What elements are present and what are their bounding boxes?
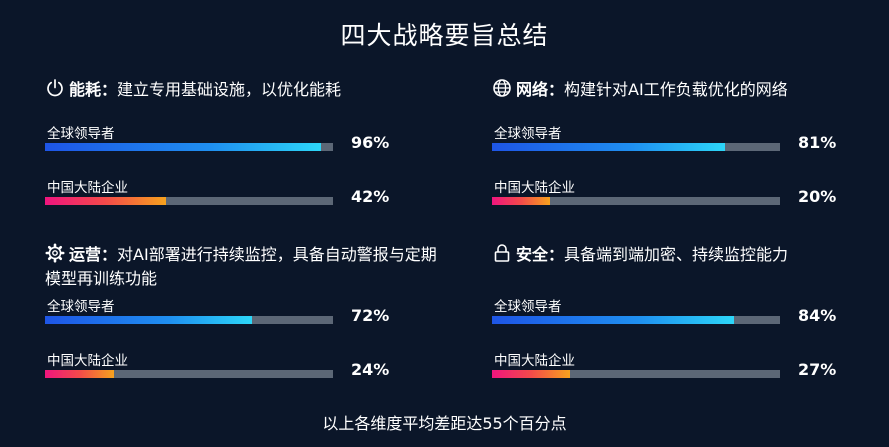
value-label: 81% xyxy=(798,133,837,152)
bar-row-global: 全球领导者 84% xyxy=(492,295,889,335)
panel-heading: 安全：具备端到端加密、持续监控能力 xyxy=(492,243,889,267)
bar-track xyxy=(45,143,333,151)
panel-desc: 建立专用基础设施，以优化能耗 xyxy=(117,80,342,99)
bar-fill xyxy=(492,197,550,205)
bar-row-global: 全球领导者 96% xyxy=(45,122,445,162)
bar-row-china: 中国大陆企业 27% xyxy=(492,349,889,389)
bar-row-global: 全球领导者 81% xyxy=(492,122,889,162)
gear-icon xyxy=(45,243,65,263)
panel-heading: 能耗：建立专用基础设施，以优化能耗 xyxy=(45,78,445,102)
globe-icon xyxy=(492,78,512,98)
value-label: 24% xyxy=(351,360,390,379)
bar-fill xyxy=(45,316,252,324)
bar-row-china: 中国大陆企业 20% xyxy=(492,176,889,216)
panel-energy: 能耗：建立专用基础设施，以优化能耗 全球领导者 96% 中国大陆企业 42% xyxy=(45,78,445,238)
panel-name: 运营 xyxy=(69,245,102,264)
series-label: 全球领导者 xyxy=(494,126,562,142)
bar-track xyxy=(492,370,780,378)
series-label: 全球领导者 xyxy=(494,299,562,315)
series-label: 全球领导者 xyxy=(47,126,115,142)
panel-name: 网络 xyxy=(516,80,549,99)
panel-network: 网络：构建针对AI工作负载优化的网络 全球领导者 81% 中国大陆企业 20% xyxy=(492,78,889,238)
panel-heading: 网络：构建针对AI工作负载优化的网络 xyxy=(492,78,889,102)
value-label: 96% xyxy=(351,133,390,152)
panel-colon: ： xyxy=(101,245,118,264)
panel-name: 安全 xyxy=(516,245,549,264)
bar-fill xyxy=(45,370,114,378)
series-label: 中国大陆企业 xyxy=(47,353,128,369)
bar-fill xyxy=(492,143,725,151)
bar-track xyxy=(492,197,780,205)
panel-name: 能耗 xyxy=(69,80,102,99)
bar-fill xyxy=(45,143,321,151)
bar-track xyxy=(45,316,333,324)
bar-track xyxy=(45,197,333,205)
panel-colon: ： xyxy=(101,80,118,99)
bar-track xyxy=(492,316,780,324)
panel-desc: 对AI部署进行持续监控，具备自动警报与定期模型再训练功能 xyxy=(45,245,437,288)
series-label: 中国大陆企业 xyxy=(47,180,128,196)
lock-icon xyxy=(492,243,512,263)
bar-row-global: 全球领导者 72% xyxy=(45,295,445,335)
chart-title: 四大战略要旨总结 xyxy=(340,21,549,50)
value-label: 42% xyxy=(351,187,390,206)
bar-fill xyxy=(492,316,734,324)
panel-security: 安全：具备端到端加密、持续监控能力 全球领导者 84% 中国大陆企业 27% xyxy=(492,243,889,403)
panel-desc: 具备端到端加密、持续监控能力 xyxy=(564,245,789,264)
panel-colon: ： xyxy=(548,80,565,99)
value-label: 72% xyxy=(351,306,390,325)
value-label: 84% xyxy=(798,306,837,325)
bar-row-china: 中国大陆企业 42% xyxy=(45,176,445,216)
series-label: 中国大陆企业 xyxy=(494,353,575,369)
panel-heading: 运营：对AI部署进行持续监控，具备自动警报与定期模型再训练功能 xyxy=(45,243,445,291)
value-label: 20% xyxy=(798,187,837,206)
series-label: 全球领导者 xyxy=(47,299,115,315)
panel-desc: 构建针对AI工作负载优化的网络 xyxy=(564,80,788,99)
bar-fill xyxy=(45,197,166,205)
value-label: 27% xyxy=(798,360,837,379)
bar-row-china: 中国大陆企业 24% xyxy=(45,349,445,389)
bar-track xyxy=(45,370,333,378)
series-label: 中国大陆企业 xyxy=(494,180,575,196)
footer-note: 以上各维度平均差距达55个百分点 xyxy=(322,414,567,433)
panel-colon: ： xyxy=(548,245,565,264)
bar-fill xyxy=(492,370,570,378)
bar-track xyxy=(492,143,780,151)
panel-operations: 运营：对AI部署进行持续监控，具备自动警报与定期模型再训练功能 全球领导者 72… xyxy=(45,243,445,403)
power-icon xyxy=(45,78,65,98)
